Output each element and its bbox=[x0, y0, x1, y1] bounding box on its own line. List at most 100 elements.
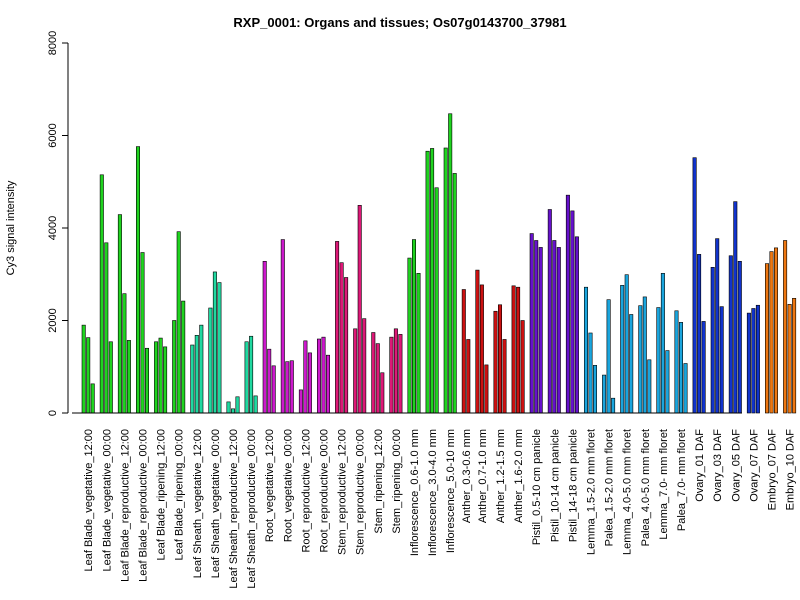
x-category-label: Palea_1.5-2.0 mm floret bbox=[604, 429, 616, 546]
bar bbox=[787, 304, 792, 414]
x-category-label: Stem_reproductive_12:00 bbox=[337, 429, 349, 555]
bar bbox=[122, 293, 127, 414]
bar bbox=[425, 150, 430, 414]
bar bbox=[448, 113, 453, 414]
bar bbox=[357, 205, 362, 414]
bar bbox=[212, 271, 217, 414]
bar bbox=[325, 354, 330, 414]
bar bbox=[430, 148, 435, 414]
bar bbox=[783, 240, 788, 414]
x-category-label: Anther_0.3-0.6 mm bbox=[461, 429, 473, 523]
bars-group bbox=[81, 113, 797, 414]
y-tick-label: 8000 bbox=[47, 31, 59, 55]
bar bbox=[751, 308, 756, 414]
bar bbox=[99, 174, 104, 414]
bar bbox=[344, 277, 349, 414]
bar bbox=[588, 332, 593, 414]
bar bbox=[552, 240, 557, 414]
y-axis-label: Cy3 signal intensity bbox=[5, 180, 17, 275]
x-category-label: Ovary_01 DAF bbox=[694, 429, 706, 502]
bar bbox=[217, 282, 222, 414]
x-category-label: Embryo_10 DAF bbox=[785, 429, 797, 511]
bar bbox=[479, 284, 484, 414]
bar bbox=[380, 372, 385, 414]
x-category-label: Inflorescence_3.0-4.0 mm bbox=[427, 429, 439, 556]
bar bbox=[339, 262, 344, 414]
bar bbox=[172, 320, 177, 414]
bar bbox=[642, 296, 647, 414]
bar bbox=[154, 341, 159, 414]
bar bbox=[108, 341, 113, 414]
bar bbox=[416, 273, 421, 414]
x-category-label: Leaf Sheath_vegetative_00:00 bbox=[210, 429, 222, 578]
bar bbox=[194, 334, 199, 414]
bar bbox=[452, 173, 457, 414]
x-category-label: Leaf Sheath_reproductive_12:00 bbox=[228, 429, 240, 589]
bar bbox=[746, 312, 751, 414]
bar bbox=[534, 240, 539, 414]
bar bbox=[602, 374, 607, 414]
x-category-label: Pistil_14-18 cm panicle bbox=[567, 429, 579, 542]
bar bbox=[719, 306, 724, 414]
bar bbox=[516, 286, 521, 414]
bar bbox=[461, 289, 466, 414]
bar bbox=[249, 335, 254, 414]
x-category-label: Stem_ripening_00:00 bbox=[391, 429, 403, 534]
bar bbox=[624, 274, 629, 414]
bar bbox=[362, 318, 367, 414]
bar bbox=[226, 401, 231, 414]
x-category-label: Anther_1.2-1.5 mm bbox=[495, 429, 507, 523]
x-category-label: Lemma_4.0-5.0 mm floret bbox=[622, 429, 634, 555]
x-category-label: Ovary_05 DAF bbox=[730, 429, 742, 502]
bar bbox=[443, 147, 448, 414]
bar bbox=[289, 360, 294, 414]
bar bbox=[176, 231, 181, 414]
bar bbox=[538, 247, 543, 414]
x-category-label: Palea_4.0-5.0 mm floret bbox=[640, 429, 652, 546]
bar bbox=[773, 247, 778, 414]
bar bbox=[737, 260, 742, 414]
x-category-label: Leaf Blade_reproductive_00:00 bbox=[138, 429, 150, 582]
bar bbox=[493, 310, 498, 414]
bar bbox=[520, 320, 525, 414]
bar bbox=[140, 252, 145, 414]
x-category-label: Leaf Blade_vegetative_00:00 bbox=[101, 429, 113, 572]
x-category-label: Stem_ripening_12:00 bbox=[373, 429, 385, 534]
x-category-label: Lemma_1.5-2.0 mm floret bbox=[586, 429, 598, 555]
bar bbox=[484, 364, 489, 414]
bar bbox=[253, 395, 258, 414]
bar bbox=[90, 383, 95, 414]
bar bbox=[303, 340, 308, 414]
x-category-label: Leaf Blade_ripening_00:00 bbox=[174, 429, 186, 561]
x-category-label: Root_vegetative_12:00 bbox=[264, 429, 276, 542]
bar bbox=[764, 263, 769, 414]
bar bbox=[117, 214, 122, 414]
x-category-label: Palea_7.0- mm floret bbox=[676, 429, 688, 531]
bar bbox=[335, 241, 340, 414]
bar bbox=[638, 305, 643, 414]
y-tick-label: 6000 bbox=[47, 123, 59, 147]
bar bbox=[674, 310, 679, 414]
bar bbox=[755, 304, 760, 414]
x-category-label: Root_reproductive_12:00 bbox=[300, 429, 312, 553]
bar bbox=[511, 285, 516, 414]
x-category-label: Root_vegetative_00:00 bbox=[282, 429, 294, 542]
x-category-label: Ovary_07 DAF bbox=[748, 429, 760, 502]
bar bbox=[271, 365, 276, 414]
bar bbox=[285, 361, 290, 414]
x-category-label: Inflorescence_5.0-10 mm bbox=[445, 429, 457, 553]
bar bbox=[656, 307, 661, 414]
bar bbox=[606, 299, 611, 414]
bar bbox=[475, 269, 480, 414]
bar bbox=[547, 209, 552, 414]
bar bbox=[502, 339, 507, 414]
bar bbox=[647, 359, 652, 414]
bar bbox=[683, 363, 688, 414]
bar bbox=[629, 314, 634, 414]
bar bbox=[497, 304, 502, 414]
bar bbox=[570, 210, 575, 414]
bar bbox=[353, 328, 358, 414]
y-axis: 0 2000 4000 6000 8000 bbox=[47, 31, 69, 416]
bar bbox=[407, 257, 412, 414]
bar bbox=[231, 408, 236, 414]
